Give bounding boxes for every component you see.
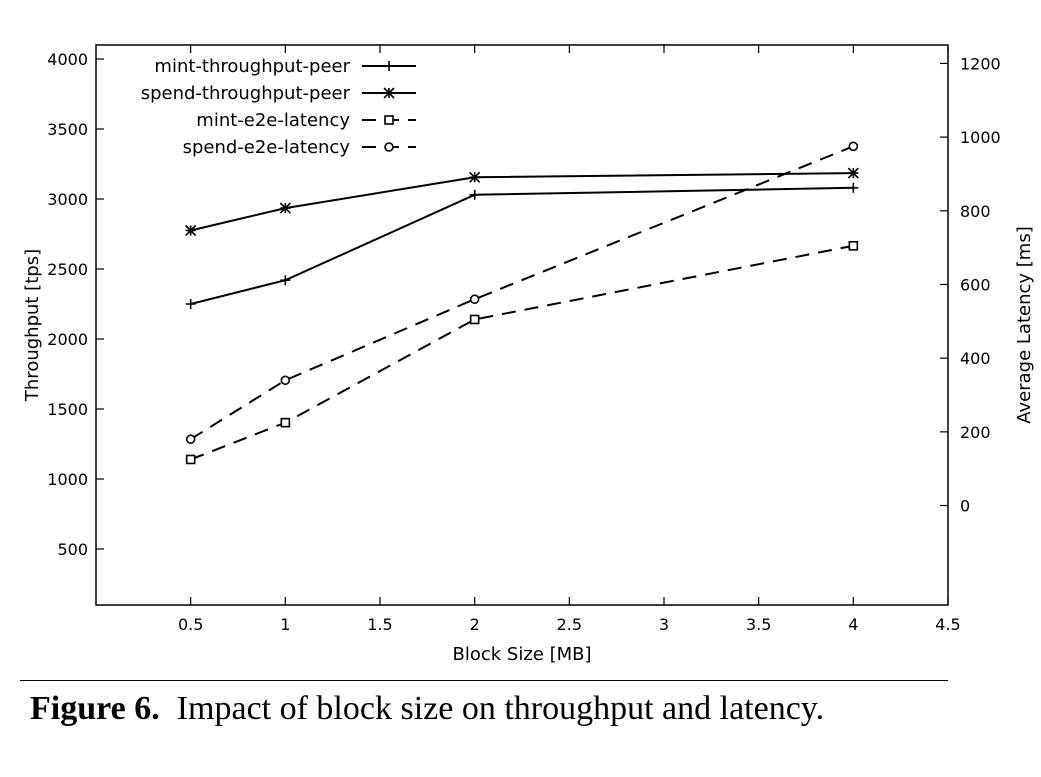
x-axis: 0.5 1 1.5 2 2.5 3 3.5 4 4.5 bbox=[178, 45, 961, 634]
x-tick-label: 2.5 bbox=[557, 615, 582, 634]
legend-item: mint-throughput-peer bbox=[154, 56, 416, 77]
y-tick-label: 2000 bbox=[47, 330, 88, 349]
legend-label: spend-e2e-latency bbox=[183, 137, 351, 158]
y2-axis-title: Average Latency [ms] bbox=[1014, 226, 1035, 423]
plus-marker bbox=[384, 61, 394, 71]
series-spend-throughput-peer bbox=[185, 167, 859, 237]
circle-marker bbox=[280, 375, 291, 386]
y2-tick-label: 1200 bbox=[960, 54, 1001, 73]
series-line bbox=[190, 172, 854, 232]
circle-marker bbox=[469, 294, 480, 305]
x-tick-label: 1 bbox=[280, 615, 290, 634]
circle-marker bbox=[384, 142, 394, 152]
legend-label: mint-throughput-peer bbox=[154, 56, 350, 77]
caption-text: Impact of block size on throughput and l… bbox=[176, 690, 825, 727]
y-tick-label: 1000 bbox=[47, 470, 88, 489]
plus-marker bbox=[848, 182, 859, 193]
series-line bbox=[190, 244, 854, 461]
y2-tick-label: 600 bbox=[960, 275, 991, 294]
plus-marker bbox=[280, 275, 291, 286]
x-tick-label: 3.5 bbox=[746, 615, 771, 634]
y-axis-left: 500 1000 1500 2000 2500 3000 3500 4000 bbox=[47, 50, 104, 559]
series-mint-throughput-peer bbox=[185, 182, 859, 309]
caption-divider bbox=[20, 680, 948, 681]
figure-caption: Figure 6. Impact of block size on throug… bbox=[30, 690, 1020, 728]
square-marker bbox=[185, 454, 196, 465]
y2-tick-label: 800 bbox=[960, 202, 991, 221]
y-tick-label: 3500 bbox=[47, 120, 88, 139]
y2-tick-label: 200 bbox=[960, 423, 991, 442]
chart: 0.5 1 1.5 2 2.5 3 3.5 4 4.5 50010001500200025003… bbox=[22, 44, 1035, 665]
star-marker bbox=[469, 171, 481, 183]
legend-item: spend-throughput-peer bbox=[141, 83, 416, 104]
y-tick-label: 500 bbox=[57, 540, 88, 559]
x-tick-label: 3 bbox=[659, 615, 669, 634]
y-tick-label: 1500 bbox=[47, 400, 88, 419]
y2-tick-label: 0 bbox=[960, 497, 970, 516]
plus-marker bbox=[185, 299, 196, 309]
square-marker bbox=[848, 240, 859, 251]
square-marker bbox=[280, 417, 291, 428]
y-tick-label: 3000 bbox=[47, 190, 88, 209]
x-tick-label: 2 bbox=[470, 615, 480, 634]
series-line bbox=[190, 145, 854, 441]
y-tick-label: 4000 bbox=[47, 50, 88, 69]
legend-label: mint-e2e-latency bbox=[196, 110, 350, 131]
plus-marker bbox=[469, 189, 480, 200]
circle-marker bbox=[848, 141, 859, 152]
caption-label: Figure 6. bbox=[30, 690, 160, 727]
star-marker bbox=[185, 224, 197, 237]
x-axis-title: Block Size [MB] bbox=[453, 644, 592, 665]
series-mint-e2e-latency bbox=[185, 240, 859, 465]
y2-tick-label: 400 bbox=[960, 349, 991, 368]
y2-tick-label: 1000 bbox=[960, 128, 1001, 147]
x-tick-label: 0.5 bbox=[178, 615, 203, 634]
series-spend-e2e-latency bbox=[185, 141, 859, 445]
series-layer bbox=[185, 141, 859, 465]
x-tick-label: 1.5 bbox=[367, 615, 392, 634]
legend-label: spend-throughput-peer bbox=[141, 83, 351, 104]
x-tick-label: 4.5 bbox=[935, 615, 960, 634]
square-marker bbox=[384, 115, 394, 125]
legend: mint-throughput-peer spend-throughput-pee… bbox=[141, 56, 416, 158]
star-marker bbox=[847, 167, 859, 179]
star-marker bbox=[383, 87, 395, 99]
star-marker bbox=[279, 202, 291, 214]
series-line bbox=[190, 186, 854, 305]
y-axis-right: 0 200 400 600 800 1000 1200 bbox=[940, 54, 1001, 516]
y-axis-title: Throughput [tps] bbox=[22, 249, 43, 402]
x-tick-label: 4 bbox=[848, 615, 858, 634]
square-marker bbox=[469, 314, 480, 325]
plot-frame bbox=[95, 44, 949, 606]
legend-item: spend-e2e-latency bbox=[183, 137, 416, 158]
circle-marker bbox=[185, 434, 196, 445]
y-tick-label: 2500 bbox=[47, 260, 88, 279]
legend-item: mint-e2e-latency bbox=[196, 110, 416, 131]
